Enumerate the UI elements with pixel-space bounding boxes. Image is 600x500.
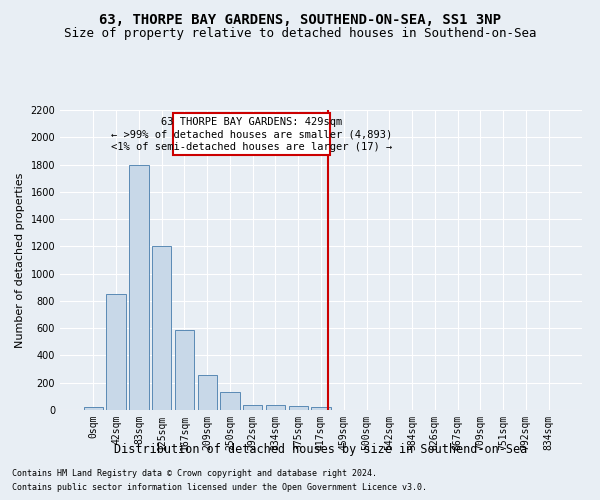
- Bar: [266, 405, 285, 410]
- Bar: [152, 246, 172, 410]
- FancyBboxPatch shape: [173, 112, 330, 155]
- Bar: [220, 392, 239, 410]
- Text: Size of property relative to detached houses in Southend-on-Sea: Size of property relative to detached ho…: [64, 28, 536, 40]
- Bar: [129, 164, 149, 410]
- Text: ← >99% of detached houses are smaller (4,893): ← >99% of detached houses are smaller (4…: [111, 130, 392, 140]
- Text: Contains public sector information licensed under the Open Government Licence v3: Contains public sector information licen…: [12, 484, 427, 492]
- Bar: [243, 404, 262, 410]
- Y-axis label: Number of detached properties: Number of detached properties: [15, 172, 25, 348]
- Bar: [311, 408, 331, 410]
- Bar: [84, 406, 103, 410]
- Text: 63 THORPE BAY GARDENS: 429sqm: 63 THORPE BAY GARDENS: 429sqm: [161, 117, 342, 127]
- Text: <1% of semi-detached houses are larger (17) →: <1% of semi-detached houses are larger (…: [111, 142, 392, 152]
- Bar: [289, 406, 308, 410]
- Text: Contains HM Land Registry data © Crown copyright and database right 2024.: Contains HM Land Registry data © Crown c…: [12, 468, 377, 477]
- Bar: [106, 294, 126, 410]
- Text: Distribution of detached houses by size in Southend-on-Sea: Distribution of detached houses by size …: [115, 442, 527, 456]
- Text: 63, THORPE BAY GARDENS, SOUTHEND-ON-SEA, SS1 3NP: 63, THORPE BAY GARDENS, SOUTHEND-ON-SEA,…: [99, 12, 501, 26]
- Bar: [175, 330, 194, 410]
- Bar: [197, 375, 217, 410]
